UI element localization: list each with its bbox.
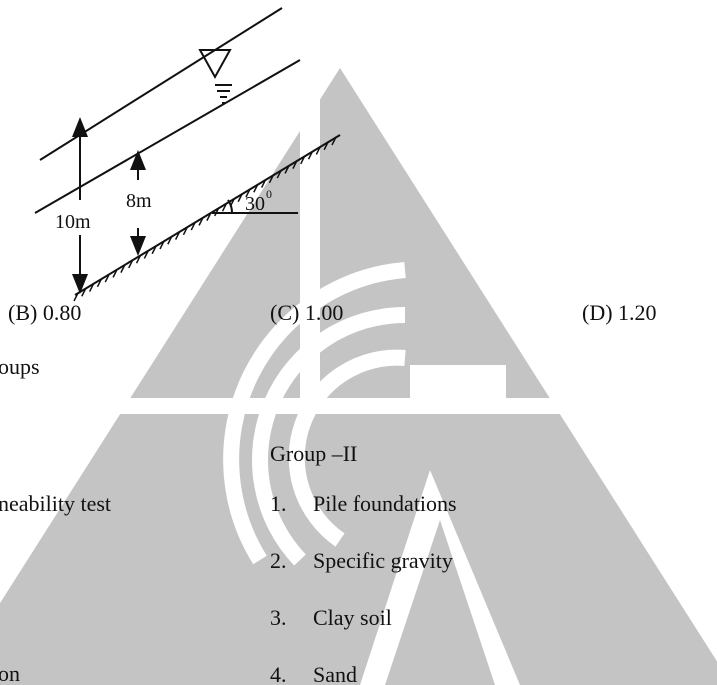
hatch — [315, 146, 322, 155]
hatch — [300, 155, 306, 165]
list-num: 4. — [270, 662, 287, 685]
hatch — [229, 198, 236, 207]
hatch — [104, 273, 110, 283]
hatch — [159, 240, 165, 250]
hatch — [174, 231, 181, 240]
option-b: (B) 0.80 — [8, 300, 82, 325]
list-num: 1. — [270, 491, 287, 516]
hatch — [88, 283, 95, 292]
slope-diagram: 10m 8m 30 0 — [34, 7, 341, 302]
hatch — [214, 207, 220, 217]
hatch — [198, 217, 204, 226]
hatch — [221, 202, 228, 212]
label-10m: 10m — [55, 211, 91, 233]
hatch — [245, 188, 251, 198]
hatch — [135, 254, 142, 264]
group-2-heading: Group –II — [270, 441, 358, 466]
list-text: Pile foundations — [313, 491, 457, 516]
text-fragment: oups — [0, 354, 40, 379]
hatch — [237, 193, 243, 203]
label-degree: 0 — [266, 187, 272, 201]
hatch — [323, 141, 329, 151]
option-d: (D) 1.20 — [582, 300, 657, 325]
hatch — [112, 269, 118, 278]
hatch — [307, 150, 314, 160]
hatch — [81, 287, 87, 297]
hatch — [96, 278, 103, 288]
text-fragment: neability test — [0, 491, 112, 516]
hatch — [143, 250, 150, 259]
option-c: (C) 1.00 — [270, 300, 344, 325]
list-num: 3. — [270, 605, 287, 630]
label-8m: 8m — [126, 190, 152, 212]
list-text: Specific gravity — [313, 548, 453, 573]
hatch — [253, 183, 259, 193]
hatch — [182, 226, 189, 236]
text-fragment: on — [0, 661, 20, 685]
hatch — [167, 235, 173, 245]
list-text: Sand — [313, 662, 357, 685]
hatch — [260, 179, 267, 188]
list-text: Clay soil — [313, 605, 392, 630]
hatch — [206, 212, 212, 221]
hatch — [120, 264, 126, 273]
hatch — [292, 160, 298, 169]
list-num: 2. — [270, 548, 287, 573]
hatch — [268, 174, 275, 184]
hatch — [151, 245, 157, 255]
hatch — [128, 259, 134, 269]
label-angle: 30 — [245, 193, 265, 215]
hatch — [284, 165, 290, 174]
hatch — [276, 169, 282, 179]
hatch — [190, 221, 196, 231]
hatch — [331, 136, 337, 146]
hatch — [73, 292, 79, 302]
